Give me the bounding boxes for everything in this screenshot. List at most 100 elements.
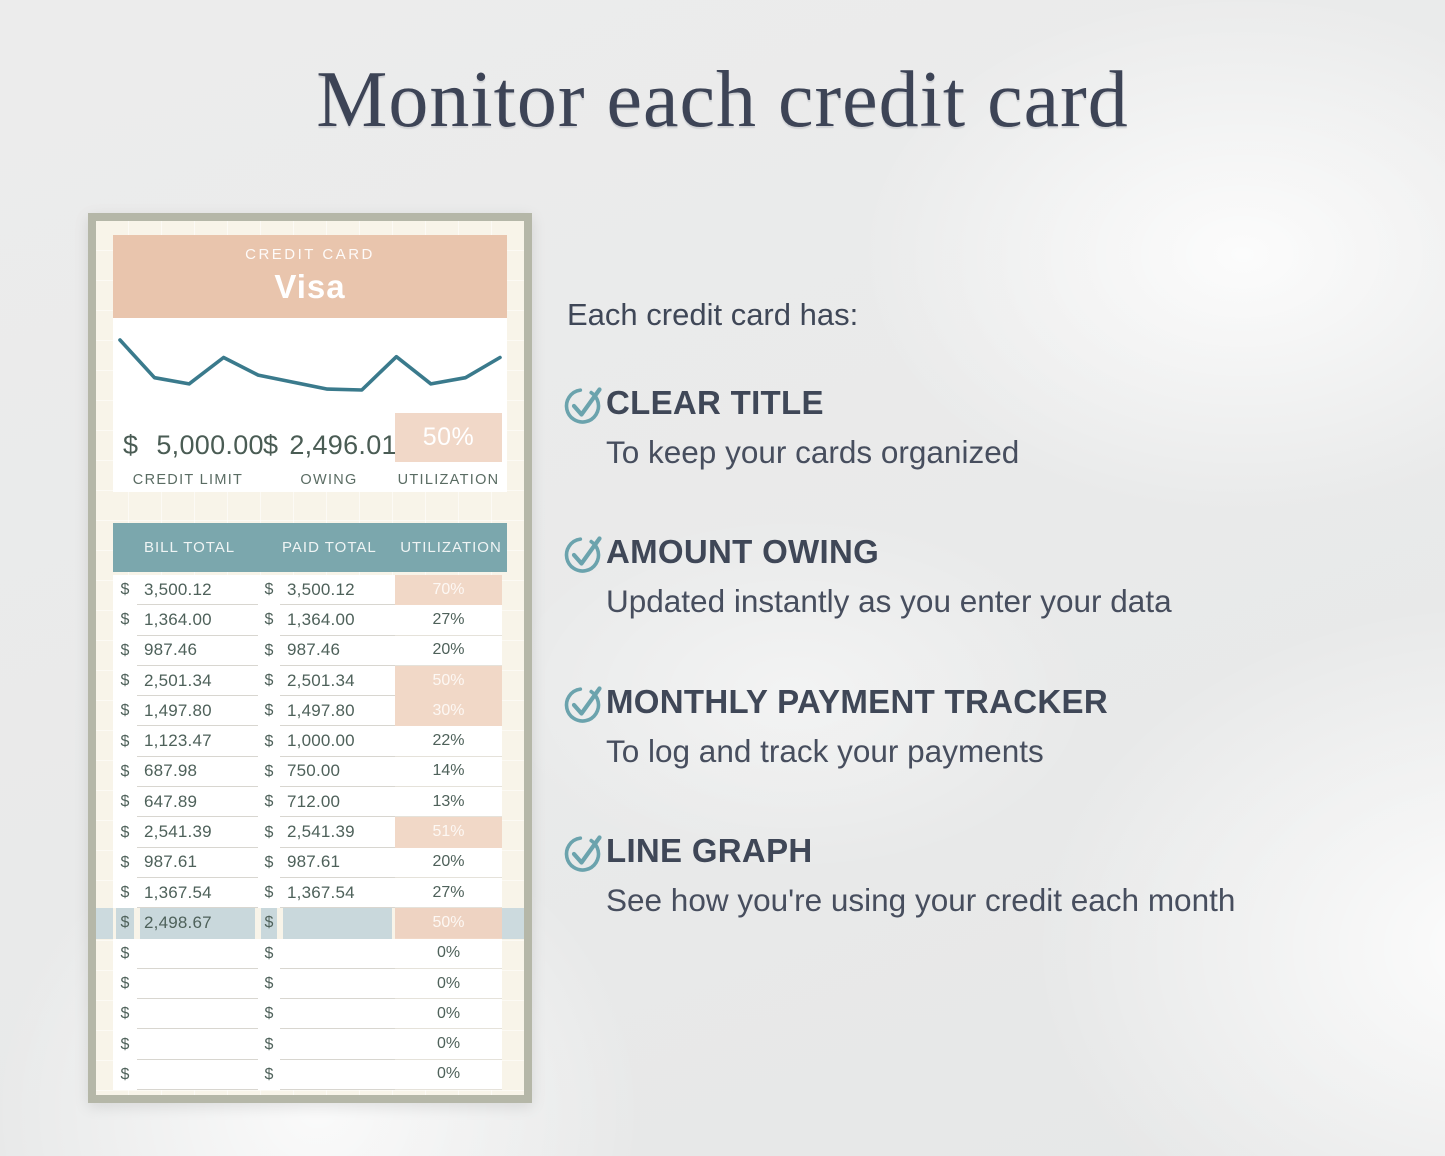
paid-cell[interactable]: 987.46 — [280, 635, 395, 666]
credit-limit-value[interactable]: $5,000.00 — [113, 430, 264, 461]
table-header: BILL TOTAL PAID TOTAL UTILIZATION — [113, 523, 507, 572]
feature-title: CLEAR TITLE — [606, 383, 824, 421]
paid-currency-symbol: $ — [258, 1059, 280, 1091]
row-margin-left — [96, 1060, 113, 1090]
bill-cell[interactable]: 987.46 — [137, 635, 258, 666]
bill-cell[interactable]: 1,367.54 — [137, 877, 258, 909]
paid-currency-symbol: $ — [258, 575, 280, 606]
table-row: $ 687.98 $ 750.00 14% — [96, 756, 524, 788]
utilization-cell[interactable]: 13% — [395, 787, 502, 818]
utilization-cell[interactable]: 0% — [395, 1059, 502, 1091]
utilization-line-graph — [118, 338, 502, 392]
paid-currency-symbol: $ — [258, 696, 280, 727]
paid-currency-symbol: $ — [258, 635, 280, 666]
table-row: $ 2,541.39 $ 2,541.39 51% — [96, 817, 524, 848]
utilization-cell[interactable]: 50% — [395, 665, 502, 697]
check-icon — [563, 380, 606, 425]
paid-cell[interactable] — [280, 1059, 395, 1091]
utilization-cell[interactable]: 0% — [395, 999, 502, 1030]
stat-owing: $2,496.01 OWING — [263, 430, 397, 488]
paid-cell[interactable]: 750.00 — [280, 756, 395, 788]
column-header-paid-total: PAID TOTAL — [282, 539, 377, 556]
paid-cell[interactable]: 2,501.34 — [280, 665, 395, 697]
bill-currency-symbol: $ — [113, 938, 137, 969]
utilization-cell[interactable]: 0% — [395, 968, 502, 1000]
bill-cell[interactable] — [137, 1029, 258, 1060]
paid-cell[interactable]: 1,497.80 — [280, 696, 395, 727]
spreadsheet-card: CREDIT CARD Visa $5,000.00 CREDIT LIMIT … — [88, 213, 532, 1103]
paid-cell[interactable]: 1,000.00 — [280, 726, 395, 757]
bill-cell[interactable] — [137, 968, 258, 1000]
utilization-cell[interactable]: 14% — [395, 756, 502, 788]
bill-currency-symbol: $ — [113, 1029, 137, 1060]
utilization-cell[interactable]: 0% — [395, 1029, 502, 1060]
bill-cell[interactable]: 1,123.47 — [137, 726, 258, 757]
bill-currency-symbol: $ — [113, 605, 137, 636]
utilization-cell[interactable]: 50% — [395, 908, 502, 939]
row-margin-left — [96, 878, 113, 908]
paid-cell[interactable] — [280, 999, 395, 1030]
bill-cell[interactable]: 1,497.80 — [137, 696, 258, 727]
paid-cell[interactable]: 2,541.39 — [280, 817, 395, 848]
bill-cell[interactable]: 1,364.00 — [137, 605, 258, 636]
row-margin-left — [96, 939, 113, 969]
currency-symbol: $ — [123, 430, 139, 460]
paid-cell[interactable] — [280, 938, 395, 969]
utilization-badge[interactable]: 50% — [395, 413, 502, 462]
paid-cell[interactable] — [280, 1029, 395, 1060]
utilization-cell[interactable]: 27% — [395, 877, 502, 909]
row-margin-right — [502, 696, 524, 726]
paid-cell[interactable]: 3,500.12 — [280, 575, 395, 606]
row-margin-right — [502, 1029, 524, 1059]
feature-line-graph: LINE GRAPH See how you're using your cre… — [563, 828, 1403, 923]
utilization-cell[interactable]: 22% — [395, 726, 502, 757]
bill-cell[interactable]: 647.89 — [137, 787, 258, 818]
bill-cell[interactable]: 2,541.39 — [137, 817, 258, 848]
table-row: $ $ 0% — [96, 999, 524, 1030]
utilization-cell[interactable]: 30% — [395, 696, 502, 727]
payment-table-body: $ 3,500.12 $ 3,500.12 70% $ 1,364.00 $ 1… — [96, 575, 524, 1091]
bill-currency-symbol: $ — [113, 908, 137, 939]
bill-currency-symbol: $ — [113, 847, 137, 878]
table-row: $ $ 0% — [96, 938, 524, 969]
utilization-cell[interactable]: 70% — [395, 575, 502, 606]
bill-currency-symbol: $ — [113, 817, 137, 848]
bill-cell[interactable] — [137, 999, 258, 1030]
credit-limit-label: CREDIT LIMIT — [132, 472, 244, 488]
bill-cell[interactable]: 2,501.34 — [137, 665, 258, 697]
bill-cell[interactable]: 687.98 — [137, 756, 258, 788]
table-row: $ $ 0% — [96, 968, 524, 1000]
bill-cell[interactable]: 2,498.67 — [137, 908, 258, 939]
paid-cell[interactable]: 1,367.54 — [280, 877, 395, 909]
feature-title: MONTHLY PAYMENT TRACKER — [606, 682, 1108, 720]
bill-cell[interactable] — [137, 938, 258, 969]
card-title-banner[interactable]: CREDIT CARD Visa — [113, 235, 507, 318]
utilization-cell[interactable]: 20% — [395, 635, 502, 666]
table-row: $ 1,367.54 $ 1,367.54 27% — [96, 877, 524, 909]
utilization-cell[interactable]: 51% — [395, 817, 502, 848]
paid-currency-symbol: $ — [258, 1029, 280, 1060]
paid-cell[interactable]: 1,364.00 — [280, 605, 395, 636]
row-margin-left — [96, 636, 113, 666]
row-margin-left — [96, 757, 113, 787]
bill-cell[interactable]: 987.61 — [137, 847, 258, 878]
feature-title: LINE GRAPH — [606, 831, 813, 869]
paid-currency-symbol: $ — [258, 605, 280, 636]
paid-cell[interactable]: 987.61 — [280, 847, 395, 878]
paid-cell[interactable] — [280, 968, 395, 1000]
paid-cell[interactable]: 712.00 — [280, 787, 395, 818]
check-icon — [563, 828, 606, 873]
table-row: $ 987.46 $ 987.46 20% — [96, 635, 524, 666]
bill-cell[interactable]: 3,500.12 — [137, 575, 258, 606]
utilization-cell[interactable]: 20% — [395, 847, 502, 878]
bill-currency-symbol: $ — [113, 999, 137, 1030]
feature-subtitle: See how you're using your credit each mo… — [606, 882, 1236, 918]
row-margin-left — [96, 999, 113, 1029]
paid-currency-symbol: $ — [258, 999, 280, 1030]
utilization-cell[interactable]: 27% — [395, 605, 502, 636]
bill-cell[interactable] — [137, 1059, 258, 1091]
paid-cell[interactable] — [280, 908, 395, 939]
utilization-cell[interactable]: 0% — [395, 938, 502, 969]
owing-value[interactable]: $2,496.01 — [263, 430, 397, 461]
